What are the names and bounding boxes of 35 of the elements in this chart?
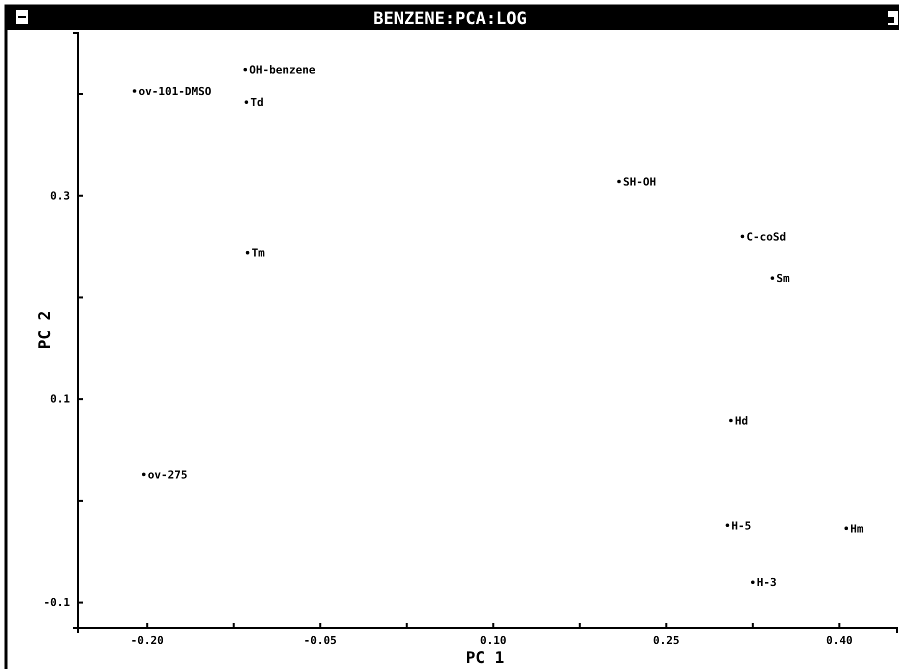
y-axis-title: PC 2 — [35, 310, 54, 350]
point — [844, 526, 848, 530]
annotation: H-3 — [756, 576, 777, 590]
point — [726, 523, 730, 528]
x-axis-title: PC 1 — [466, 648, 504, 667]
x-tick-label: -0.05 — [304, 634, 337, 647]
x-tick-label: 0.10 — [480, 634, 507, 647]
y-tick-label: -0.1 — [44, 596, 70, 610]
chart-title: BENZENE:PCA:LOG — [373, 9, 527, 29]
point — [243, 68, 248, 72]
x-tick-label: 0.25 — [653, 634, 680, 647]
point — [770, 276, 774, 280]
annotation: OH-benzene — [249, 64, 316, 77]
annotation: C-coSd — [746, 230, 786, 244]
x-tick-label: -0.20 — [130, 634, 164, 647]
annotation: Tm — [252, 246, 266, 260]
annotation: H-5 — [731, 519, 752, 532]
annotation: ov-275 — [148, 468, 188, 482]
annotation: Td — [250, 96, 264, 110]
point — [751, 580, 755, 584]
point — [132, 89, 136, 93]
point — [246, 250, 250, 254]
annotation: Hd — [734, 414, 748, 428]
point — [740, 234, 744, 238]
y-tick-label: 0.1 — [50, 392, 70, 406]
x-tick-label: 0.40 — [826, 634, 853, 647]
annotation: SH-OH — [623, 175, 656, 188]
point — [729, 418, 733, 422]
y-tick-label: 0.3 — [50, 189, 70, 202]
point — [244, 100, 248, 104]
point — [617, 180, 621, 184]
point — [142, 472, 146, 476]
annotation: Hm — [850, 522, 864, 536]
annotation: Sm — [776, 272, 790, 286]
annotation: ov-101-DMSO — [138, 84, 212, 98]
